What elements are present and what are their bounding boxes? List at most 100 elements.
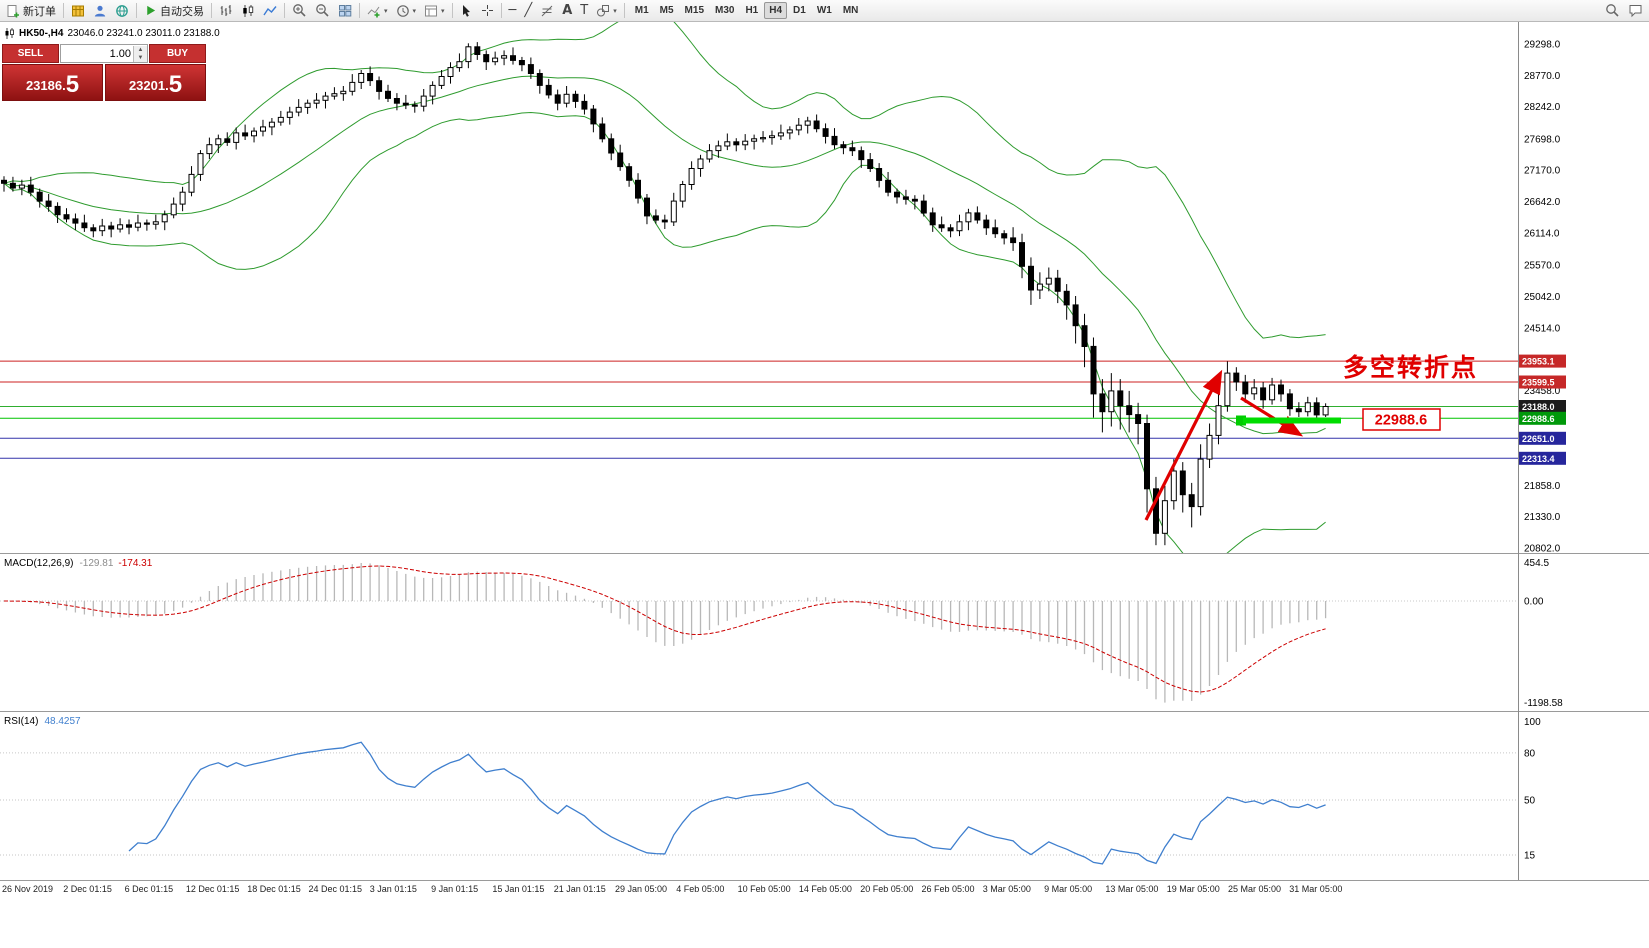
buy-button[interactable]: BUY [149, 44, 206, 63]
zoom-in-button[interactable] [288, 1, 311, 20]
time-label: 24 Dec 01:15 [309, 884, 363, 894]
timeframe-d1-button[interactable]: D1 [793, 5, 806, 16]
price-tag-22651.0 [1519, 431, 1566, 445]
time-label: 6 Dec 01:15 [125, 884, 174, 894]
templates-button[interactable]: ▾ [420, 1, 449, 20]
level-callout-box[interactable] [1362, 408, 1441, 431]
price-tag-text: 23953.1 [1522, 357, 1555, 367]
add-indicator-icon [367, 6, 380, 17]
rsi-line [128, 741, 1326, 865]
dropdown-caret-icon: ▾ [384, 7, 388, 15]
zoom-out-icon [316, 4, 329, 17]
bollinger-lower [3, 111, 1326, 553]
fibo-button[interactable] [536, 1, 558, 20]
hline-button[interactable]: ─ [505, 1, 521, 20]
candlestick-icon [243, 4, 254, 17]
rsi-name: RSI(14) [4, 716, 39, 727]
time-label: 18 Dec 01:15 [247, 884, 301, 894]
tile-windows-button[interactable] [334, 1, 356, 20]
macd-main-value: -129.81 [79, 558, 114, 569]
zoom-out-button[interactable] [311, 1, 334, 20]
toolbar-separator [623, 3, 625, 18]
trendline-button[interactable]: ╱ [520, 1, 536, 20]
shapes-button[interactable]: ▾ [592, 1, 621, 20]
text-button[interactable]: A [558, 1, 576, 20]
annotations-layer: 多空转折点 22988.6 [1144, 353, 1478, 521]
search-icon [1606, 4, 1619, 17]
price-tag-text: 23188.0 [1522, 402, 1555, 412]
price-tick-label: 26114.0 [1524, 228, 1560, 239]
auto-trading-button[interactable]: 自动交易 [140, 1, 208, 20]
timeframe-m15-button[interactable]: M15 [684, 5, 704, 16]
time-axis[interactable]: 26 Nov 2019 2 Dec 01:15 6 Dec 01:15 12 Dec … [2, 884, 1342, 894]
time-label: 10 Feb 05:00 [738, 884, 791, 894]
timeframe-m1-button[interactable]: M1 [634, 5, 649, 16]
community-button[interactable] [111, 1, 133, 20]
new-order-button[interactable]: 新订单 [2, 1, 60, 20]
price-tag-text: 23599.5 [1522, 378, 1555, 388]
timeframe-mn-button[interactable]: MN [842, 5, 859, 16]
sell-price-button[interactable]: 23186. 5 [2, 64, 103, 101]
search-button[interactable] [1601, 1, 1624, 20]
macd-axis-label: -1198.58 [1524, 698, 1563, 709]
price-axis[interactable]: 29298.0 28770.0 28242.0 27698.0 27170.0 26642… [1519, 40, 1566, 862]
toolbar-separator [63, 3, 64, 18]
label-button[interactable]: T [576, 1, 592, 20]
time-label: 4 Feb 05:00 [676, 884, 724, 894]
trendline-icon: ╱ [524, 3, 533, 18]
volume-stepper: ▲ ▼ [133, 45, 147, 62]
periods-button[interactable]: ▾ [392, 1, 421, 20]
price-tag-23599.5 [1519, 375, 1566, 389]
green-line-handle[interactable] [1236, 415, 1246, 426]
price-tag-23953.1 [1519, 354, 1566, 368]
price-tick-label: 25570.0 [1524, 261, 1561, 272]
toolbar-separator [211, 3, 212, 18]
cursor-button[interactable] [456, 1, 477, 20]
time-label: 13 Mar 05:00 [1105, 884, 1158, 894]
time-label: 9 Jan 01:15 [431, 884, 478, 894]
timeframe-h1-button[interactable]: H1 [745, 5, 759, 16]
rsi-axis-label: 80 [1524, 748, 1536, 759]
toolbar-separator [500, 3, 502, 18]
timeframe-group: M1 M5 M15 M30 H1 H4 D1 W1 MN [630, 2, 864, 19]
chart-canvas[interactable]: 29298.0 28770.0 28242.0 27698.0 27170.0 26642… [0, 22, 1649, 948]
timeframe-h4-button[interactable]: H4 [764, 2, 788, 19]
volume-input[interactable] [61, 46, 133, 61]
time-label: 29 Jan 05:00 [615, 884, 667, 894]
turning-point-annotation[interactable]: 多空转折点 [1343, 353, 1478, 382]
profile-button[interactable] [89, 1, 111, 20]
timeframe-m30-button[interactable]: M30 [715, 5, 735, 16]
price-tick-label: 28770.0 [1524, 71, 1561, 82]
timeframe-w1-button[interactable]: W1 [816, 5, 832, 16]
time-label: 2 Dec 01:15 [63, 884, 112, 894]
toolbar-separator [359, 3, 360, 18]
globe-icon [116, 4, 128, 17]
trend-arrow-up[interactable] [1144, 369, 1223, 521]
chart-bars-button[interactable] [215, 1, 237, 20]
price-tag-text: 22651.0 [1522, 434, 1555, 444]
trend-arrow-down[interactable] [1240, 396, 1304, 437]
profile-icon [94, 5, 106, 16]
price-tick-label: 20802.0 [1524, 544, 1561, 555]
crosshair-button[interactable] [477, 1, 498, 20]
rsi-value: 48.4257 [44, 716, 81, 727]
macd-histogram [12, 563, 1327, 703]
text-tool-icon: A [562, 3, 573, 18]
volume-down-button[interactable]: ▼ [134, 53, 147, 62]
symbol-ohlc-line: HK50-,H4 23046.0 23241.0 23011.0 23188.0 [4, 28, 220, 39]
sell-button[interactable]: SELL [2, 44, 59, 63]
timeframe-m5-button[interactable]: M5 [659, 5, 674, 16]
price-tick-label: 24514.0 [1524, 323, 1561, 334]
chart-line-button[interactable] [259, 1, 281, 20]
chart-candles-button[interactable] [237, 1, 259, 20]
indicators-button[interactable]: ▾ [363, 1, 392, 20]
sell-price-main: 23186. [25, 78, 66, 93]
market-watch-button[interactable] [67, 1, 89, 20]
price-tick-label: 27170.0 [1524, 166, 1561, 177]
volume-up-button[interactable]: ▲ [134, 45, 147, 54]
macd-label: MACD(12,26,9) -129.81 -174.31 [4, 558, 152, 569]
volume-box: ▲ ▼ [60, 44, 148, 63]
auto-trading-label: 自动交易 [160, 5, 204, 18]
chat-button[interactable] [1624, 1, 1647, 20]
buy-price-button[interactable]: 23201. 5 [105, 64, 206, 101]
